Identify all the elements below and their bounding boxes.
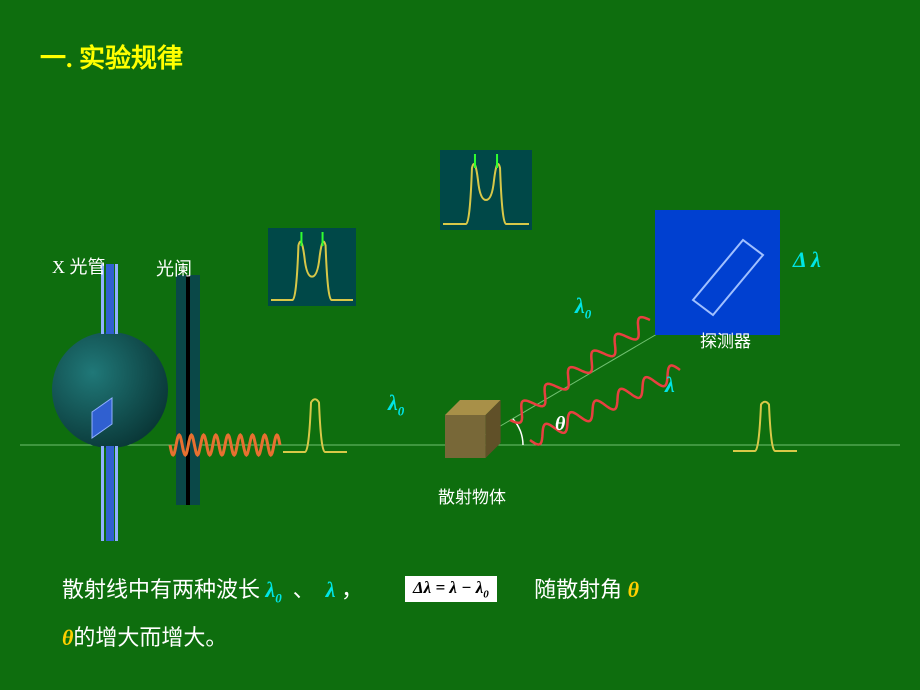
lambda0-midline: λ0 — [388, 390, 404, 419]
detector-label: 探测器 — [700, 327, 751, 352]
conclusion-text: 散射线中有两种波长 λ0 、 λ ， 随散射角 θ θ的增大而增大。 — [62, 566, 882, 663]
lambda-scattered: λ — [665, 372, 675, 398]
scatterer-label: 散射物体 — [438, 483, 506, 508]
slide-title: 一. 实验规律 — [40, 38, 183, 75]
lambda0-upper: λ0 — [575, 293, 591, 322]
collimator-label: 光阑 — [156, 255, 192, 281]
theta-symbol: θ — [555, 413, 565, 436]
delta-lambda-symbol: Δ λ — [793, 247, 821, 273]
xray-tube-label: X 光管 — [52, 253, 106, 279]
